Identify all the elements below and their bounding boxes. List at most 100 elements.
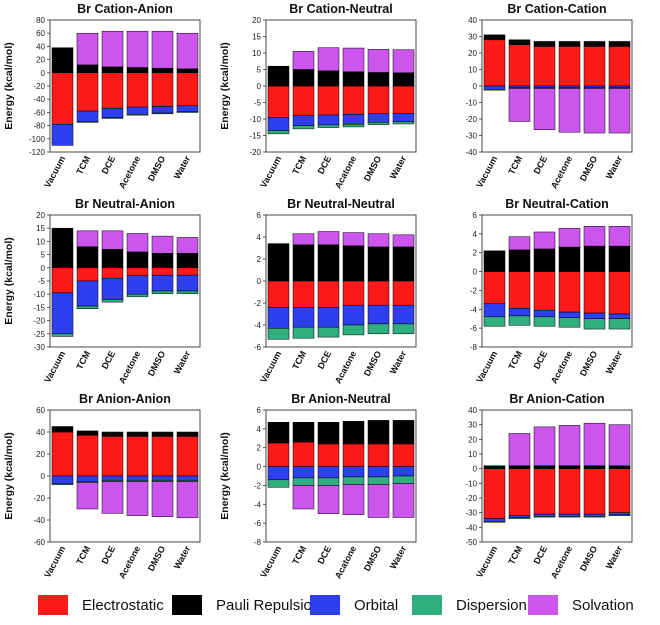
bar-segment (608, 465, 631, 469)
y-tick-label: -60 (33, 108, 45, 117)
bar-segment (483, 303, 506, 318)
plot-frame (49, 409, 201, 543)
x-tick-label: Vacuum (42, 349, 67, 384)
bar-segment (558, 513, 581, 517)
y-tick-label: -5 (254, 99, 262, 108)
legend-swatch-pauli (172, 595, 202, 615)
y-tick-label: -100 (29, 135, 46, 144)
bar-segment (151, 253, 174, 269)
bar-segment (76, 246, 99, 269)
x-tick-label: DMSO (146, 154, 168, 183)
legend-item-solvation: Solvation (528, 595, 634, 615)
bar-segment (126, 233, 149, 253)
bar-segment (583, 468, 606, 515)
y-tick-label: -20 (33, 82, 45, 91)
chart-panel: Br Cation-Cation 40 30 20 10 0 -10 -20 -30 -40Vac… (465, 2, 633, 190)
y-tick-label: -25 (33, 330, 45, 339)
bar-segment (392, 475, 415, 484)
x-tick-label: DMSO (578, 154, 600, 183)
y-tick-label: 6 (257, 211, 262, 220)
bar-segment (583, 88, 606, 134)
y-tick-label: 30 (468, 421, 477, 430)
bar-segment (508, 468, 531, 516)
y-tick-label: -20 (33, 494, 45, 503)
y-tick-label: -2 (254, 299, 262, 308)
bar-segment (317, 326, 340, 338)
y-axis-label: Energy (kcal/mol) (219, 432, 231, 520)
bar-segment (176, 253, 199, 269)
bar-segment (176, 105, 199, 112)
bar-segment (508, 39, 531, 45)
bar-segment (317, 85, 340, 116)
bar-segment (483, 521, 506, 523)
bar-segment (342, 476, 365, 485)
bar-segment (583, 516, 606, 518)
bar-segment (101, 230, 124, 250)
y-tick-label: -80 (33, 122, 45, 131)
bar-segment (151, 72, 174, 107)
bar-segment (583, 318, 606, 330)
x-tick-label: Vacuum (474, 349, 499, 384)
bar-segment (126, 106, 149, 115)
bar-segment (101, 481, 124, 514)
bar-segment (608, 245, 631, 272)
bar-segment (176, 431, 199, 437)
bar-segment (267, 130, 290, 135)
bar-segment (367, 323, 390, 335)
y-tick-label: 0 (257, 463, 262, 472)
chart-title: Br Neutral-Cation (505, 197, 608, 211)
bar-segment (392, 121, 415, 125)
bar-segment (608, 226, 631, 247)
legend-item-dispersion: Dispersion (412, 595, 527, 615)
bar-segment (151, 431, 174, 437)
bar-segment (267, 307, 290, 329)
y-tick-label: 4 (473, 230, 478, 239)
y-tick-label: 10 (252, 49, 261, 58)
bar-segment (176, 72, 199, 107)
plot-frame (49, 19, 201, 153)
bar-segment (483, 89, 506, 91)
x-tick-label: Acetone (117, 544, 143, 580)
x-tick-label: DCE (100, 154, 118, 175)
bar-segment (342, 484, 365, 515)
y-tick-label: 60 (36, 406, 45, 415)
bar-segment (176, 32, 199, 70)
y-axis-label: Energy (kcal/mol) (219, 42, 231, 130)
bar-segment (367, 304, 390, 325)
bar-segment (558, 317, 581, 328)
legend-item-pauli: Pauli Repulsion (172, 595, 320, 615)
bar-segment (367, 233, 390, 248)
bar-segment (51, 124, 74, 146)
y-tick-label: 6 (257, 406, 262, 415)
bar-segment (267, 85, 290, 118)
chart-panel: Br Cation-Anion Energy (kcal/mol) 80 60 40 20… (3, 2, 201, 190)
chart-panel: Br Cation-Neutral Energy (kcal/mol) 20 15 10… (219, 2, 417, 190)
bar-segment (583, 465, 606, 469)
bar-segment (126, 30, 149, 68)
legend-swatch-solvation (528, 595, 558, 615)
bar-segment (101, 72, 124, 109)
legend-item-electrostatic: Electrostatic (38, 595, 164, 615)
bar-segment (508, 315, 531, 326)
bar-segment (558, 227, 581, 248)
bar-segment (483, 34, 506, 41)
y-tick-label: 15 (252, 33, 261, 42)
x-tick-label: DMSO (362, 349, 384, 378)
y-tick-label: 10 (468, 66, 477, 75)
bar-segment (151, 475, 174, 481)
bar-segment (342, 124, 365, 128)
bar-segment (101, 30, 124, 68)
y-tick-label: 40 (36, 428, 45, 437)
y-tick-label: 2 (257, 444, 262, 453)
y-tick-label: 4 (257, 425, 262, 434)
bar-segment (342, 280, 365, 306)
bar-segment (342, 466, 365, 478)
legend-swatch-orbital (310, 595, 340, 615)
chart-title: Br Anion-Neutral (291, 392, 391, 406)
bar-segment (583, 422, 606, 466)
legend-label-electrostatic: Electrostatic (82, 596, 164, 614)
bar-segment (508, 236, 531, 251)
bar-segment (558, 41, 581, 47)
bar-segment (101, 117, 124, 119)
bar-segment (126, 114, 149, 116)
